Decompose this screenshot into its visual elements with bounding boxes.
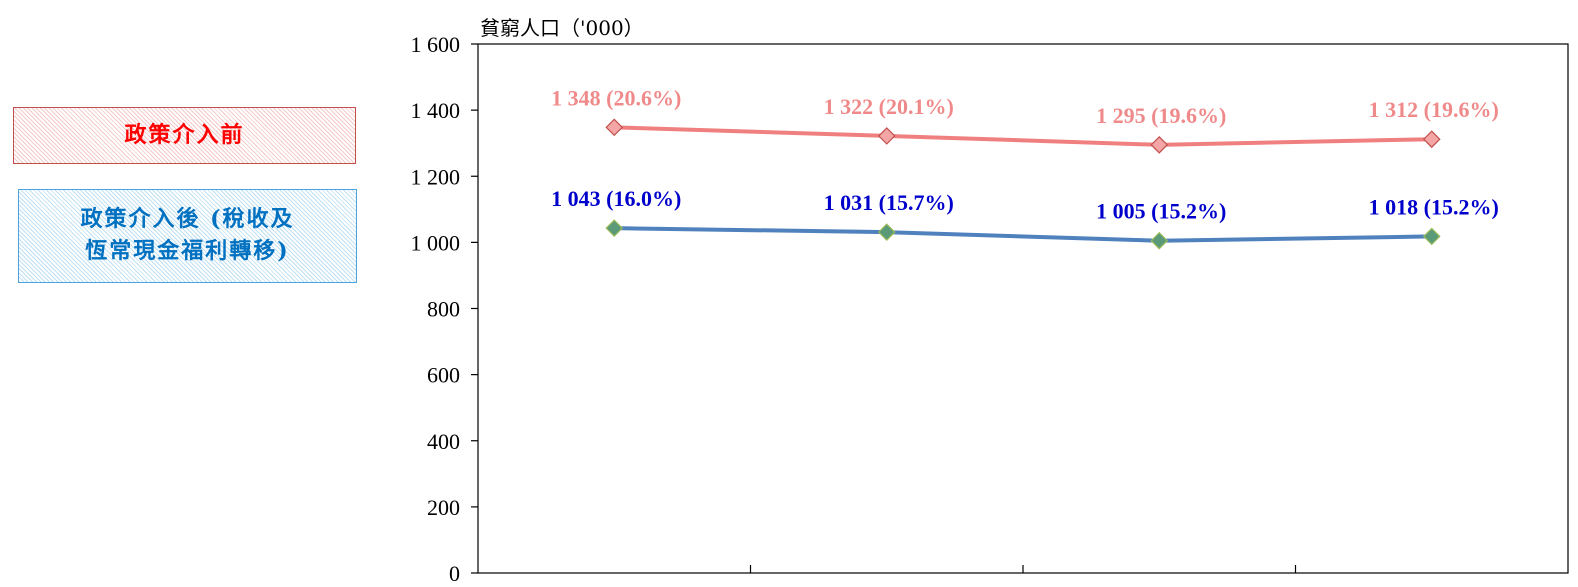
data-point xyxy=(605,118,624,137)
y-tick-label: 1 000 xyxy=(411,230,461,255)
data-point xyxy=(877,223,896,241)
data-point xyxy=(1150,135,1169,154)
data-point xyxy=(1150,231,1169,250)
axes xyxy=(477,43,1569,574)
y-tick-label: 0 xyxy=(449,561,460,586)
y-tick-label: 1 600 xyxy=(411,32,461,57)
series-line xyxy=(614,125,1432,147)
y-axis-title: 貧窮人口（'000） xyxy=(480,16,644,40)
y-tick-label: 600 xyxy=(427,363,460,388)
legend-item-before-policy: 政策介入前 xyxy=(13,107,356,164)
data-point xyxy=(877,127,896,145)
legend-label-after-policy-line2: 恆常現金福利轉移) xyxy=(85,238,290,264)
series-layer: 1 348 (20.6%) 1 322 (20.1%) 1 295 (19.6%) 1… xyxy=(551,85,1499,250)
y-tick-label: 400 xyxy=(427,429,460,454)
plot-frame xyxy=(477,43,1569,574)
y-ticks: 0 200 400 600 800 1 000 1 200 1 400 1 600 xyxy=(411,32,478,586)
legend-item-after-policy: 政策介入後 (稅收及 恆常現金福利轉移) xyxy=(18,189,357,283)
data-point xyxy=(1422,227,1441,246)
data-label: 1 312 (19.6%) xyxy=(1369,97,1499,122)
y-tick-label: 1 200 xyxy=(411,164,461,189)
legend-label-before-policy: 政策介入前 xyxy=(124,121,245,148)
y-tick-label: 200 xyxy=(427,495,460,520)
data-label: 1 295 (19.6%) xyxy=(1096,103,1226,128)
data-point xyxy=(1422,130,1441,149)
y-tick-label: 1 400 xyxy=(411,98,461,123)
series-1: 1 043 (16.0%) 1 031 (15.7%) 1 005 (15.2%) 1… xyxy=(551,186,1499,250)
data-label: 1 043 (16.0%) xyxy=(551,186,681,211)
data-label: 1 348 (20.6%) xyxy=(551,85,681,110)
data-label: 1 005 (15.2%) xyxy=(1096,199,1226,224)
series-0: 1 348 (20.6%) 1 322 (20.1%) 1 295 (19.6%) 1… xyxy=(551,85,1499,154)
data-label: 1 018 (15.2%) xyxy=(1369,194,1499,219)
data-point xyxy=(605,219,624,238)
data-label: 1 031 (15.7%) xyxy=(824,190,954,215)
y-tick-label: 800 xyxy=(427,297,460,322)
legend-label-after-policy-line1: 政策介入後 (稅收及 xyxy=(80,206,295,233)
data-label: 1 322 (20.1%) xyxy=(824,94,954,119)
series-line xyxy=(614,226,1432,243)
